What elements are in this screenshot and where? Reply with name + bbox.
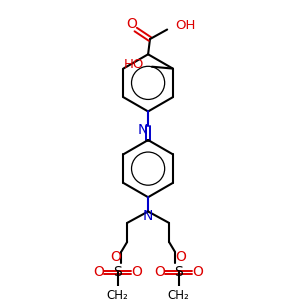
Text: CH₂: CH₂ xyxy=(168,289,190,300)
Text: HO: HO xyxy=(124,58,144,71)
Text: O: O xyxy=(131,266,142,280)
Text: O: O xyxy=(154,266,165,280)
Text: N: N xyxy=(137,123,148,136)
Text: OH: OH xyxy=(175,19,195,32)
Text: O: O xyxy=(93,266,104,280)
Text: O: O xyxy=(110,250,121,264)
Text: CH₂: CH₂ xyxy=(107,289,128,300)
Text: O: O xyxy=(175,250,186,264)
Text: N: N xyxy=(143,209,153,223)
Text: O: O xyxy=(192,266,203,280)
Text: S: S xyxy=(113,266,122,280)
Text: O: O xyxy=(127,17,137,31)
Text: S: S xyxy=(174,266,183,280)
